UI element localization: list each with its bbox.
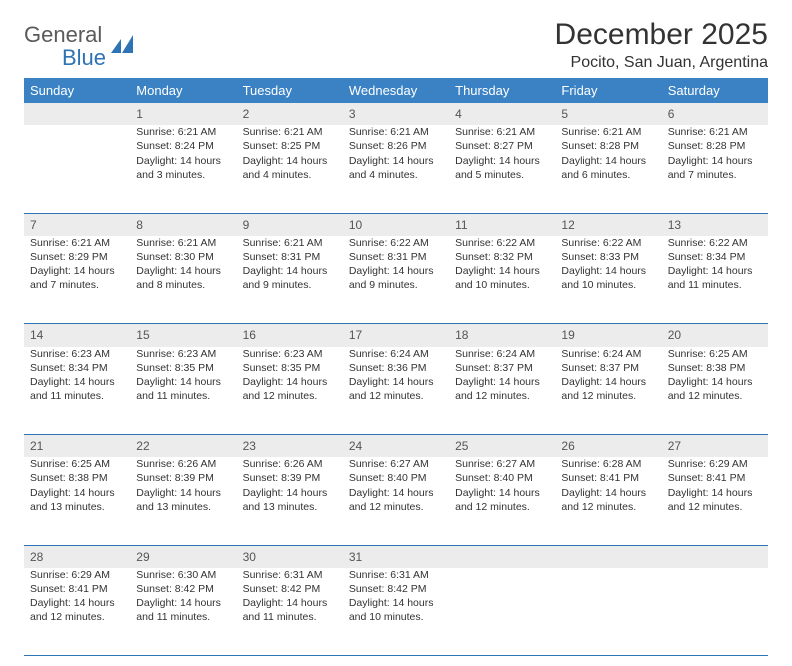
day-number: 14 — [24, 324, 130, 347]
day-number: 24 — [343, 435, 449, 458]
brand-mark-icon — [111, 33, 137, 58]
day-number: 31 — [343, 545, 449, 568]
day-cell: Sunrise: 6:23 AM Sunset: 8:34 PM Dayligh… — [24, 347, 130, 435]
day-number: 8 — [130, 213, 236, 236]
day-cell: Sunrise: 6:22 AM Sunset: 8:31 PM Dayligh… — [343, 236, 449, 324]
day-number: 3 — [343, 103, 449, 125]
day-number: 19 — [555, 324, 661, 347]
day-cell: Sunrise: 6:29 AM Sunset: 8:41 PM Dayligh… — [662, 457, 768, 545]
day-number: 10 — [343, 213, 449, 236]
day-number-row: 78910111213 — [24, 213, 768, 236]
day-number: 30 — [237, 545, 343, 568]
weekday-header: Wednesday — [343, 78, 449, 103]
day-number: 27 — [662, 435, 768, 458]
day-cell: Sunrise: 6:26 AM Sunset: 8:39 PM Dayligh… — [237, 457, 343, 545]
day-number — [24, 103, 130, 125]
day-cell: Sunrise: 6:21 AM Sunset: 8:28 PM Dayligh… — [555, 125, 661, 213]
day-number — [449, 545, 555, 568]
day-cell: Sunrise: 6:27 AM Sunset: 8:40 PM Dayligh… — [343, 457, 449, 545]
day-cell: Sunrise: 6:27 AM Sunset: 8:40 PM Dayligh… — [449, 457, 555, 545]
day-number: 29 — [130, 545, 236, 568]
day-cell: Sunrise: 6:23 AM Sunset: 8:35 PM Dayligh… — [237, 347, 343, 435]
brand-text: General Blue — [24, 24, 106, 70]
day-number: 7 — [24, 213, 130, 236]
day-cell — [24, 125, 130, 213]
day-cell: Sunrise: 6:28 AM Sunset: 8:41 PM Dayligh… — [555, 457, 661, 545]
calendar-page: General Blue December 2025 Pocito, San J… — [0, 0, 792, 666]
day-cell: Sunrise: 6:25 AM Sunset: 8:38 PM Dayligh… — [24, 457, 130, 545]
weekday-header: Sunday — [24, 78, 130, 103]
day-cell: Sunrise: 6:21 AM Sunset: 8:28 PM Dayligh… — [662, 125, 768, 213]
day-content-row: Sunrise: 6:21 AM Sunset: 8:29 PM Dayligh… — [24, 236, 768, 324]
month-title: December 2025 — [555, 18, 768, 52]
day-number: 17 — [343, 324, 449, 347]
weekday-header: Tuesday — [237, 78, 343, 103]
weekday-header-row: Sunday Monday Tuesday Wednesday Thursday… — [24, 78, 768, 103]
day-number-row: 123456 — [24, 103, 768, 125]
day-cell: Sunrise: 6:23 AM Sunset: 8:35 PM Dayligh… — [130, 347, 236, 435]
day-cell: Sunrise: 6:21 AM Sunset: 8:27 PM Dayligh… — [449, 125, 555, 213]
day-cell: Sunrise: 6:21 AM Sunset: 8:24 PM Dayligh… — [130, 125, 236, 213]
day-number-row: 28293031 — [24, 545, 768, 568]
day-number: 4 — [449, 103, 555, 125]
day-content-row: Sunrise: 6:25 AM Sunset: 8:38 PM Dayligh… — [24, 457, 768, 545]
day-number: 1 — [130, 103, 236, 125]
weekday-header: Saturday — [662, 78, 768, 103]
day-cell: Sunrise: 6:21 AM Sunset: 8:26 PM Dayligh… — [343, 125, 449, 213]
day-number: 18 — [449, 324, 555, 347]
calendar-table: Sunday Monday Tuesday Wednesday Thursday… — [24, 78, 768, 656]
day-cell: Sunrise: 6:22 AM Sunset: 8:32 PM Dayligh… — [449, 236, 555, 324]
day-cell: Sunrise: 6:24 AM Sunset: 8:36 PM Dayligh… — [343, 347, 449, 435]
day-number: 28 — [24, 545, 130, 568]
day-content-row: Sunrise: 6:21 AM Sunset: 8:24 PM Dayligh… — [24, 125, 768, 213]
day-number: 22 — [130, 435, 236, 458]
day-number: 2 — [237, 103, 343, 125]
day-number-row: 14151617181920 — [24, 324, 768, 347]
day-cell: Sunrise: 6:22 AM Sunset: 8:34 PM Dayligh… — [662, 236, 768, 324]
day-number: 23 — [237, 435, 343, 458]
brand-name-1: General — [24, 22, 102, 47]
brand-name-2: Blue — [62, 45, 106, 70]
day-cell: Sunrise: 6:21 AM Sunset: 8:25 PM Dayligh… — [237, 125, 343, 213]
day-number: 13 — [662, 213, 768, 236]
day-number: 5 — [555, 103, 661, 125]
day-cell: Sunrise: 6:21 AM Sunset: 8:31 PM Dayligh… — [237, 236, 343, 324]
day-cell: Sunrise: 6:24 AM Sunset: 8:37 PM Dayligh… — [449, 347, 555, 435]
day-number — [555, 545, 661, 568]
day-number: 15 — [130, 324, 236, 347]
day-number: 21 — [24, 435, 130, 458]
day-cell: Sunrise: 6:21 AM Sunset: 8:30 PM Dayligh… — [130, 236, 236, 324]
day-number — [662, 545, 768, 568]
day-content-row: Sunrise: 6:23 AM Sunset: 8:34 PM Dayligh… — [24, 347, 768, 435]
day-number: 12 — [555, 213, 661, 236]
day-number: 9 — [237, 213, 343, 236]
day-cell: Sunrise: 6:21 AM Sunset: 8:29 PM Dayligh… — [24, 236, 130, 324]
day-number: 11 — [449, 213, 555, 236]
day-number: 26 — [555, 435, 661, 458]
day-number: 16 — [237, 324, 343, 347]
weekday-header: Monday — [130, 78, 236, 103]
day-number: 20 — [662, 324, 768, 347]
day-cell: Sunrise: 6:24 AM Sunset: 8:37 PM Dayligh… — [555, 347, 661, 435]
header: General Blue December 2025 Pocito, San J… — [24, 18, 768, 72]
weekday-header: Friday — [555, 78, 661, 103]
title-block: December 2025 Pocito, San Juan, Argentin… — [555, 18, 768, 72]
day-cell: Sunrise: 6:22 AM Sunset: 8:33 PM Dayligh… — [555, 236, 661, 324]
day-cell: Sunrise: 6:26 AM Sunset: 8:39 PM Dayligh… — [130, 457, 236, 545]
day-cell: Sunrise: 6:25 AM Sunset: 8:38 PM Dayligh… — [662, 347, 768, 435]
day-number: 25 — [449, 435, 555, 458]
location-label: Pocito, San Juan, Argentina — [555, 54, 768, 72]
day-number-row: 21222324252627 — [24, 435, 768, 458]
weekday-header: Thursday — [449, 78, 555, 103]
brand-logo: General Blue — [24, 18, 137, 70]
day-number: 6 — [662, 103, 768, 125]
